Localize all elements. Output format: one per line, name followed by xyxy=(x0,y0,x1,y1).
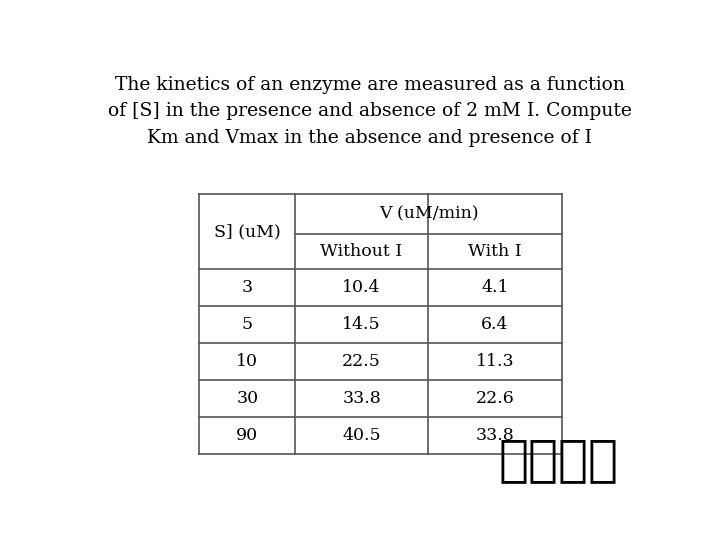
Text: 22.5: 22.5 xyxy=(342,353,381,370)
Text: 30: 30 xyxy=(236,390,258,407)
Text: 33.8: 33.8 xyxy=(476,428,515,444)
Text: 3: 3 xyxy=(242,280,253,296)
Text: 11.3: 11.3 xyxy=(476,353,514,370)
Text: V (uM/min): V (uM/min) xyxy=(379,205,479,222)
Text: 33.8: 33.8 xyxy=(342,390,381,407)
Text: 5: 5 xyxy=(242,316,253,334)
Text: 14.5: 14.5 xyxy=(342,316,381,334)
Text: S] (uM): S] (uM) xyxy=(214,223,280,240)
Text: With I: With I xyxy=(468,244,522,260)
Text: Without I: Without I xyxy=(321,244,403,260)
Text: 6.4: 6.4 xyxy=(482,316,509,334)
Text: 4.1: 4.1 xyxy=(482,280,509,296)
Text: 10.4: 10.4 xyxy=(342,280,381,296)
Text: 90: 90 xyxy=(236,428,258,444)
Text: 10: 10 xyxy=(236,353,258,370)
Text: 🐌🌸🌼🌻: 🐌🌸🌼🌻 xyxy=(498,436,618,484)
Text: 40.5: 40.5 xyxy=(342,428,381,444)
Text: 22.6: 22.6 xyxy=(476,390,515,407)
Text: The kinetics of an enzyme are measured as a function
of [S] in the presence and : The kinetics of an enzyme are measured a… xyxy=(107,76,632,147)
